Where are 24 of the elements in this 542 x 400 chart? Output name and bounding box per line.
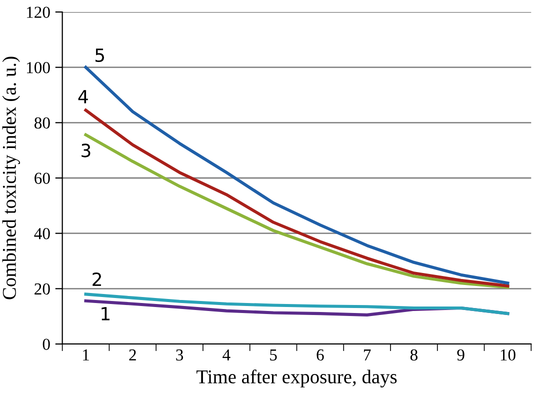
series-label: 1: [102, 307, 110, 320]
x-tick-label: 9: [457, 349, 464, 361]
x-tick-label: 5: [270, 350, 277, 361]
x-tick-label: 10: [500, 349, 516, 361]
series-label: 3: [82, 144, 90, 158]
x-tick-label: 1: [83, 349, 89, 360]
y-tick-label: 0: [42, 338, 50, 350]
y-tick-label: 80: [34, 117, 50, 129]
y-tick-label: 40: [34, 228, 50, 240]
y-tick-label: 20: [34, 283, 50, 295]
y-axis-title: Combined toxicity index (a. u.): [2, 56, 20, 300]
x-tick-label: 2: [129, 349, 136, 360]
x-tick-label: 4: [222, 349, 230, 360]
y-tick-label: 120: [26, 6, 50, 18]
x-tick-label: 6: [316, 349, 324, 361]
x-axis-title: Time after exposure, days: [196, 370, 397, 388]
x-tick-label: 8: [410, 349, 418, 361]
x-tick-label: 3: [176, 349, 184, 361]
series-label: 2: [92, 272, 102, 286]
series-label: 4: [78, 90, 88, 104]
y-tick-label: 100: [26, 62, 50, 74]
x-tick-label: 7: [364, 350, 371, 360]
series-label: 5: [96, 48, 104, 62]
y-tick-label: 60: [34, 172, 50, 184]
